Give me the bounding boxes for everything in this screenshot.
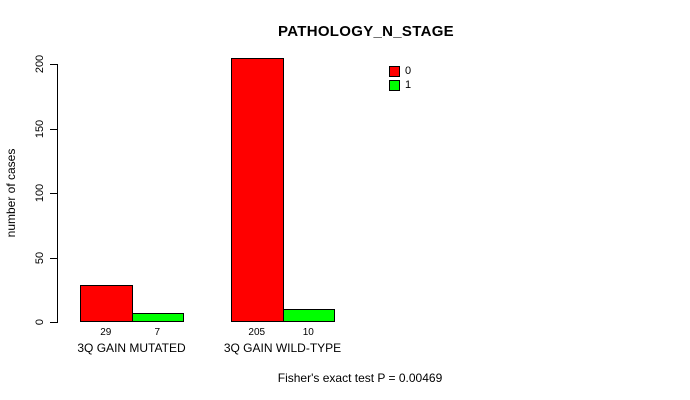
bar-series-1-group-1 — [282, 309, 335, 322]
y-axis-tick-label: 200 — [34, 54, 46, 74]
legend-label: 1 — [405, 79, 412, 91]
bar-series-0-group-0 — [80, 285, 133, 322]
legend-swatch-0 — [389, 65, 400, 77]
y-axis-tick — [50, 129, 57, 130]
y-axis-line — [57, 64, 58, 323]
fisher-test-annotation: Fisher's exact test P = 0.00469 — [277, 371, 443, 385]
legend-label: 0 — [405, 65, 412, 77]
bar-series-1-group-0 — [131, 313, 184, 322]
legend-row: 0 — [389, 64, 411, 78]
y-axis-tick-label: 150 — [34, 119, 46, 139]
y-axis-tick-label: 0 — [34, 318, 46, 326]
bar-value-label: 29 — [100, 327, 112, 338]
y-axis-tick — [50, 322, 57, 323]
legend-swatch-1 — [389, 79, 400, 91]
bar-series-0-group-1 — [231, 58, 284, 322]
category-label: 3Q GAIN MUTATED — [77, 341, 186, 355]
bar-value-label: 205 — [248, 327, 266, 338]
category-label: 3Q GAIN WILD-TYPE — [223, 341, 342, 355]
y-axis-tick-label: 50 — [34, 251, 46, 265]
chart-title: PATHOLOGY_N_STAGE — [278, 23, 454, 40]
y-axis-tick — [50, 64, 57, 65]
y-axis-tick — [50, 258, 57, 259]
y-axis-tick — [50, 193, 57, 194]
legend-row: 1 — [389, 78, 411, 92]
y-axis-tick-label: 100 — [34, 183, 46, 203]
bar-value-label: 7 — [154, 327, 161, 338]
bar-value-label: 10 — [302, 327, 314, 338]
